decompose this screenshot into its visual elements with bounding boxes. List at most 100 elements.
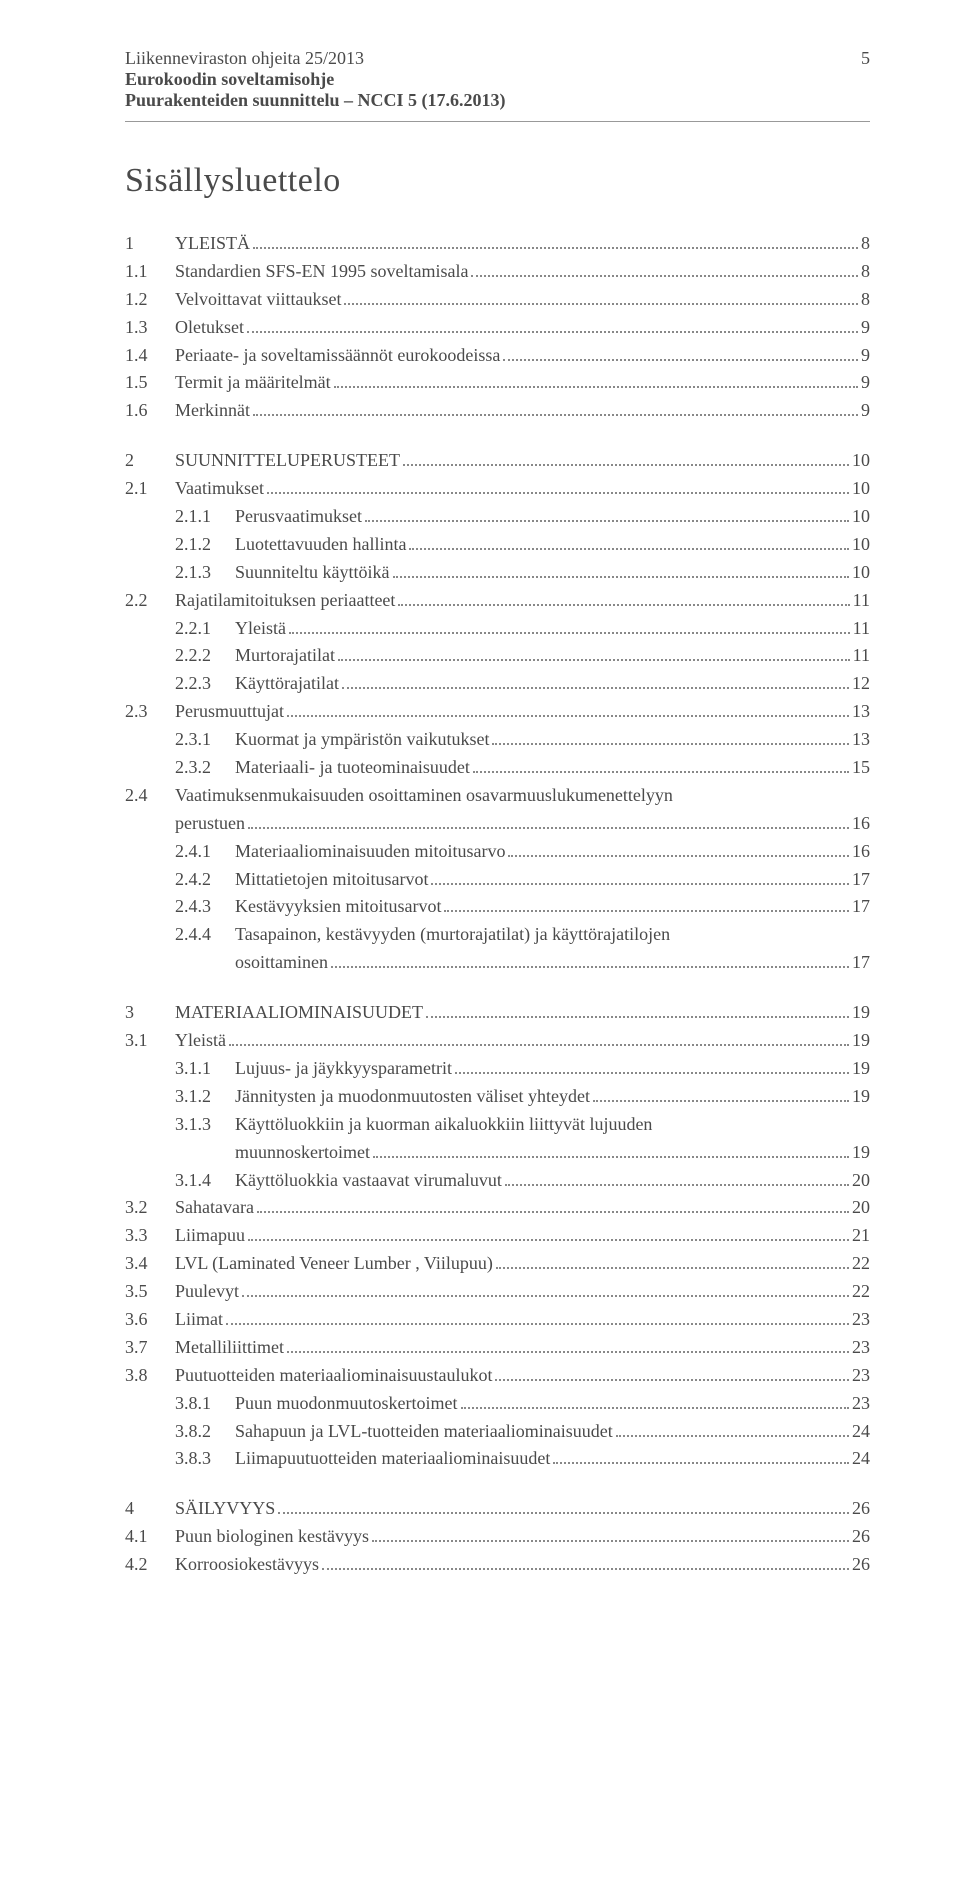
toc-entry: 1.2Velvoittavat viittaukset8 xyxy=(125,286,870,314)
toc-entry-number: 2 xyxy=(125,447,175,475)
toc-entry-number: 2.4.3 xyxy=(175,893,235,921)
toc-entry-page: 8 xyxy=(861,258,870,286)
toc-entry-page: 11 xyxy=(853,642,870,670)
toc-entry-number: 2.1.2 xyxy=(175,531,235,559)
toc-entry-page: 9 xyxy=(861,342,870,370)
toc-entry-page: 10 xyxy=(852,503,870,531)
toc-entry-label: Korroosiokestävyys xyxy=(175,1551,319,1579)
toc-entry-number: 3.6 xyxy=(125,1306,175,1334)
toc-entry-label: Kestävyyksien mitoitusarvot xyxy=(235,893,441,921)
toc-entry-page: 10 xyxy=(852,559,870,587)
toc-entry: 2.1.1Perusvaatimukset10 xyxy=(125,503,870,531)
toc-entry-number: 3.3 xyxy=(125,1222,175,1250)
toc-entry-number: 2.4.4 xyxy=(175,921,235,949)
toc-entry-label: Vaatimukset xyxy=(175,475,264,503)
toc-entry-page: 17 xyxy=(852,949,870,977)
toc-entry: 2.4.4Tasapainon, kestävyyden (murtorajat… xyxy=(125,921,870,949)
toc-entry-label: Yleistä xyxy=(175,1027,226,1055)
toc-entry-label-cont: perustuen xyxy=(175,810,245,838)
toc-leader xyxy=(253,400,858,416)
toc-entry-number: 1.1 xyxy=(125,258,175,286)
header-subtitle: Puurakenteiden suunnittelu – NCCI 5 (17.… xyxy=(125,90,870,111)
toc-entry-label: Velvoittavat viittaukset xyxy=(175,286,341,314)
toc-entry: 2.3.2Materiaali- ja tuoteominaisuudet15 xyxy=(125,754,870,782)
toc-entry: 2.2.3Käyttörajatilat12 xyxy=(125,670,870,698)
toc-leader xyxy=(253,233,858,249)
toc-leader xyxy=(287,1337,849,1353)
toc-entry-label: Puun biologinen kestävyys xyxy=(175,1523,369,1551)
toc-entry-number: 3.7 xyxy=(125,1334,175,1362)
toc-entry-page: 10 xyxy=(852,447,870,475)
toc-entry: 2.2Rajatilamitoituksen periaatteet11 xyxy=(125,587,870,615)
toc-entry: 3.6Liimat23 xyxy=(125,1306,870,1334)
toc-entry-label: Lujuus- ja jäykkyysparametrit xyxy=(235,1055,452,1083)
toc-entry: 1.1Standardien SFS-EN 1995 soveltamisala… xyxy=(125,258,870,286)
toc-entry-page: 24 xyxy=(852,1445,870,1473)
toc-entry-number: 2.1.3 xyxy=(175,559,235,587)
toc-entry-page: 22 xyxy=(852,1278,870,1306)
toc-entry-label-cont: muunnoskertoimet xyxy=(235,1139,370,1167)
toc-entry-page: 26 xyxy=(852,1523,870,1551)
toc-entry-number: 3.2 xyxy=(125,1194,175,1222)
toc-entry: 3.1.1Lujuus- ja jäykkyysparametrit19 xyxy=(125,1055,870,1083)
toc-entry-page: 20 xyxy=(852,1194,870,1222)
toc-leader xyxy=(338,645,850,661)
toc-leader xyxy=(403,450,849,466)
toc-entry: 2SUUNNITTELUPERUSTEET10 xyxy=(125,447,870,475)
toc-entry-label-cont: osoittaminen xyxy=(235,949,328,977)
toc-entry-number: 2.1 xyxy=(125,475,175,503)
toc-entry-page: 19 xyxy=(852,999,870,1027)
toc-entry-number: 1.3 xyxy=(125,314,175,342)
toc-leader xyxy=(229,1030,849,1046)
toc-entry-page: 26 xyxy=(852,1551,870,1579)
toc-entry-label: Merkinnät xyxy=(175,397,250,425)
toc-entry: 2.4Vaatimuksenmukaisuuden osoittaminen o… xyxy=(125,782,870,810)
toc-entry-label: Materiaaliominaisuuden mitoitusarvo xyxy=(235,838,505,866)
toc-entry: 3.1.4Käyttöluokkia vastaavat virumaluvut… xyxy=(125,1167,870,1195)
toc-entry-number: 3.1.1 xyxy=(175,1055,235,1083)
toc-entry-number: 2.3.1 xyxy=(175,726,235,754)
toc-entry-number: 4 xyxy=(125,1495,175,1523)
toc-entry-number: 3.8.3 xyxy=(175,1445,235,1473)
toc-leader xyxy=(372,1526,849,1542)
toc-entry-number: 2.4.1 xyxy=(175,838,235,866)
toc-entry: 2.4.3Kestävyyksien mitoitusarvot 17 xyxy=(125,893,870,921)
toc-entry-page: 19 xyxy=(852,1139,870,1167)
toc-entry-page: 9 xyxy=(861,314,870,342)
toc-entry-page: 17 xyxy=(852,893,870,921)
toc-entry-number: 2.2.1 xyxy=(175,615,235,643)
toc-leader xyxy=(553,1448,849,1464)
toc-entry: 2.4.2Mittatietojen mitoitusarvot17 xyxy=(125,866,870,894)
toc-entry-label: Luotettavuuden hallinta xyxy=(235,531,406,559)
toc-leader xyxy=(398,590,849,606)
toc-entry: 3.7Metalliliittimet23 xyxy=(125,1334,870,1362)
toc-entry: 1.4Periaate- ja soveltamissäännöt euroko… xyxy=(125,342,870,370)
toc-leader xyxy=(365,506,849,522)
toc-entry-label: Vaatimuksenmukaisuuden osoittaminen osav… xyxy=(175,782,673,810)
toc-entry: 1YLEISTÄ8 xyxy=(125,230,870,258)
toc-entry: 1.6Merkinnät9 xyxy=(125,397,870,425)
toc-entry-label: Sahapuun ja LVL-tuotteiden materiaaliomi… xyxy=(235,1418,613,1446)
toc-entry-label: Yleistä xyxy=(235,615,286,643)
toc-entry-label: Käyttörajatilat xyxy=(235,670,339,698)
toc-entry-label: Suunniteltu käyttöikä xyxy=(235,559,390,587)
toc-entry-label: Liimapuutuotteiden materiaaliominaisuude… xyxy=(235,1445,550,1473)
toc-leader xyxy=(331,952,849,968)
toc-entry: 3.3Liimapuu21 xyxy=(125,1222,870,1250)
header-divider xyxy=(125,121,870,122)
toc-leader xyxy=(492,729,849,745)
page-number: 5 xyxy=(861,48,870,69)
toc-entry-page: 19 xyxy=(852,1083,870,1111)
toc-entry-label: LVL (Laminated Veneer Lumber , Viilupuu) xyxy=(175,1250,493,1278)
header-title: Eurokoodin soveltamisohje xyxy=(125,69,870,90)
toc-entry-number: 2.3 xyxy=(125,698,175,726)
toc-entry: 3.8.2Sahapuun ja LVL-tuotteiden materiaa… xyxy=(125,1418,870,1446)
toc-leader xyxy=(257,1197,849,1213)
toc-entry-number: 3 xyxy=(125,999,175,1027)
toc-entry-page: 13 xyxy=(852,698,870,726)
toc-section: 4SÄILYVYYS264.1Puun biologinen kestävyys… xyxy=(125,1495,870,1579)
toc-entry-number: 3.4 xyxy=(125,1250,175,1278)
toc-entry-number: 2.4 xyxy=(125,782,175,810)
toc-entry-page: 23 xyxy=(852,1390,870,1418)
toc-entry-number: 1.6 xyxy=(125,397,175,425)
